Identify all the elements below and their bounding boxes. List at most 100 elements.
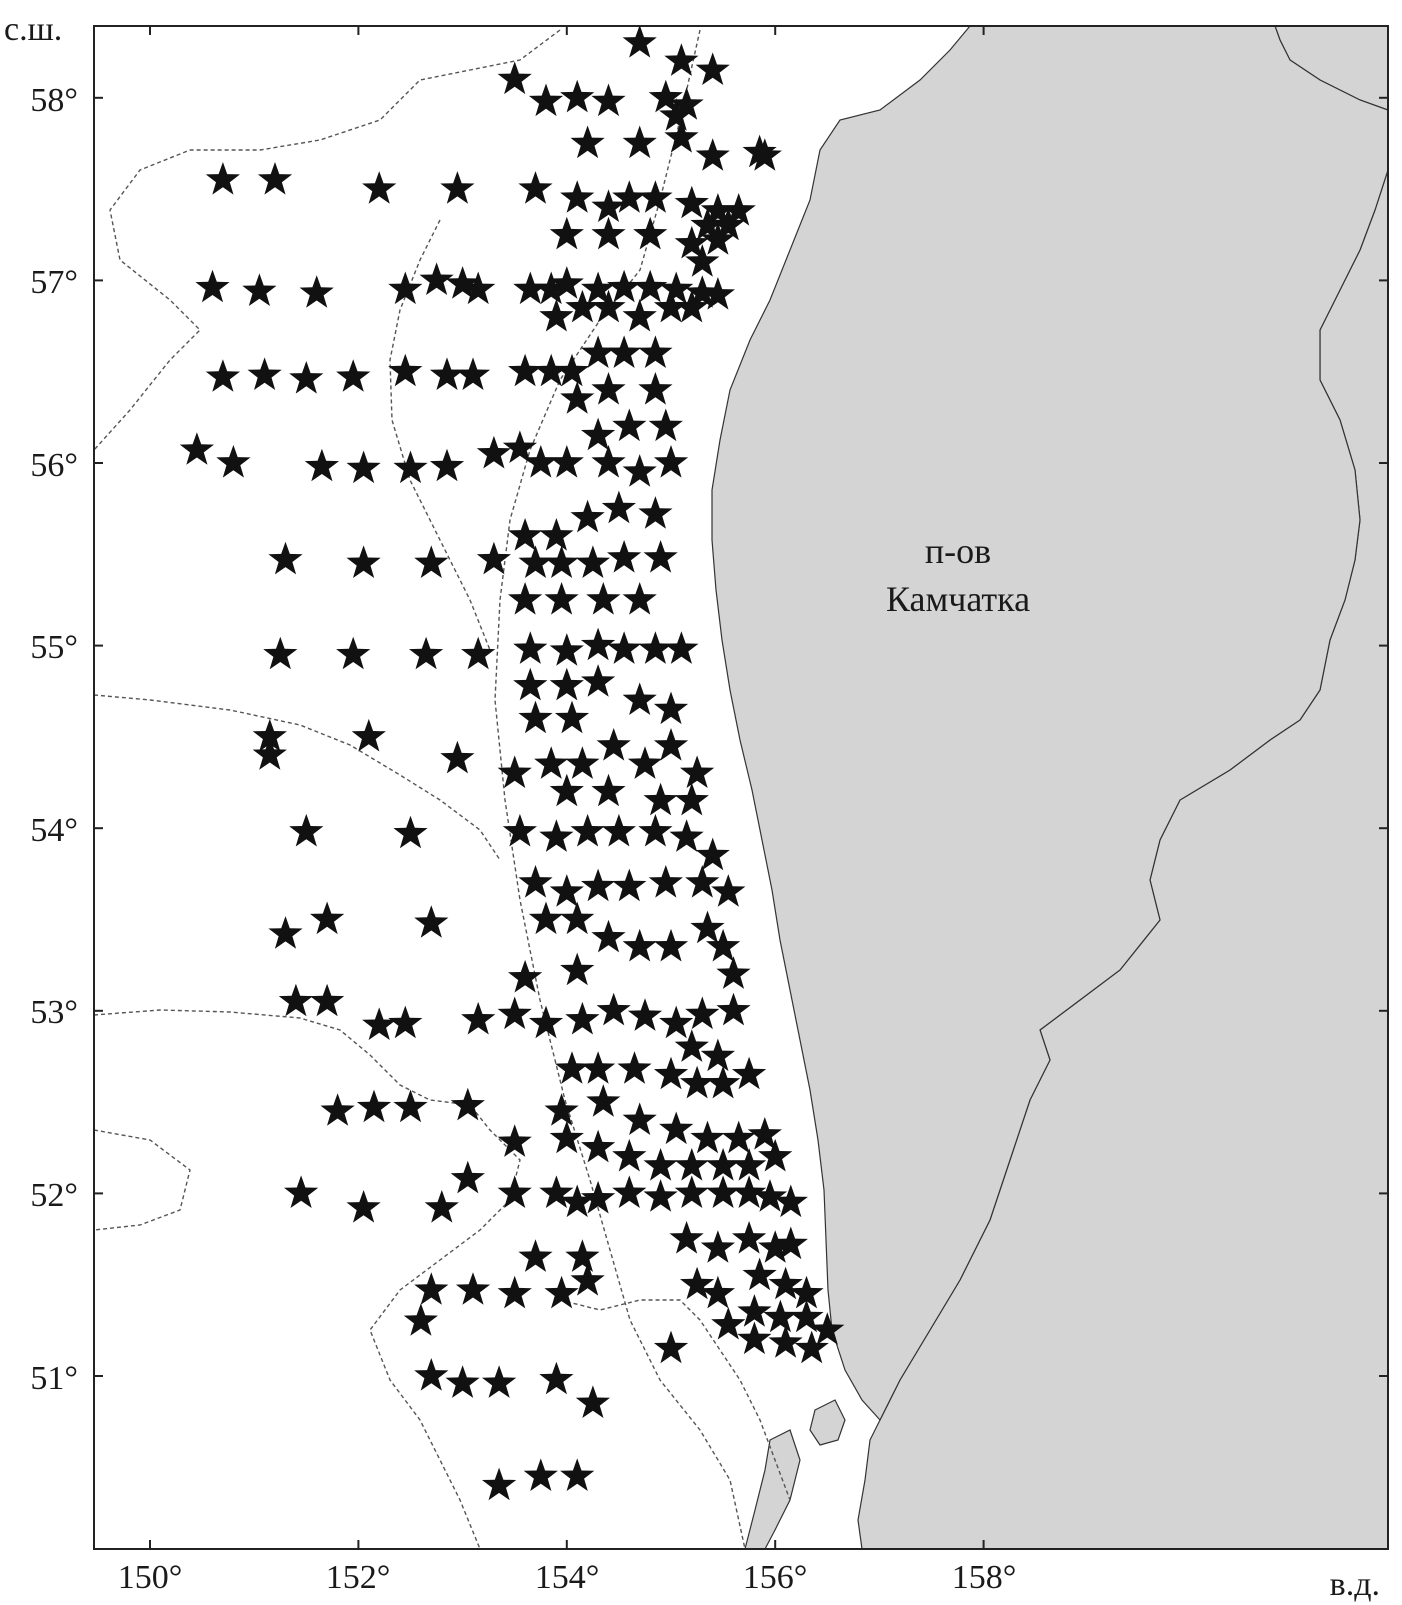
station-star-icon [633,216,668,250]
station-star-icon [549,445,584,478]
station-star-icon [388,271,423,305]
station-star-icon [247,357,282,390]
station-star-icon [414,545,449,578]
station-star-icon [497,1275,532,1309]
station-star-icon [627,998,663,1031]
station-star-icon [591,216,626,250]
station-markers [179,26,845,1501]
station-star-icon [518,1239,553,1272]
station-star-icon [716,992,751,1026]
station-star-icon [497,1124,532,1157]
station-star-icon [565,1239,600,1272]
station-star-icon [440,171,475,204]
station-star-icon [565,1001,600,1035]
station-star-icon [476,435,511,469]
station-star-icon [393,815,428,849]
station-star-icon [257,162,293,195]
station-star-icon [362,171,397,204]
station-star-icon [695,837,730,871]
station-star-icon [393,1089,428,1123]
station-star-icon [669,819,704,852]
lon-tick-label: 154° [535,1559,600,1596]
station-star-icon [560,901,595,935]
station-star-icon [388,353,423,387]
isobath-south-ridge [559,1299,791,1501]
station-star-icon [674,185,709,219]
station-star-icon [622,682,657,715]
station-star-icon [205,162,240,195]
station-star-icon [461,636,496,670]
station-star-icon [268,541,303,575]
station-star-icon [195,269,230,303]
station-star-icon [549,773,584,807]
station-star-icon [643,1179,678,1212]
station-star-icon [596,728,631,761]
station-star-icon [455,357,491,390]
station-star-icon [560,79,595,113]
station-star-icon [560,180,595,213]
station-star-icon [539,819,574,852]
station-star-icon [581,664,616,697]
station-star-icon [742,1257,777,1291]
station-star-icon [674,1175,709,1208]
station-star-icon [497,1175,532,1208]
station-star-icon [336,636,371,670]
station-star-icon [591,83,626,117]
station-star-icon [414,1358,449,1391]
lat-tick-label: 52° [30,1177,78,1214]
lon-tick-label: 150° [118,1559,183,1596]
isobath-southwest [94,1009,521,1549]
station-star-icon [581,1051,616,1084]
station-star-icon [643,540,678,573]
station-star-icon [763,1299,798,1333]
station-star-icon [205,359,240,392]
station-star-icon [534,746,569,779]
station-star-icon [674,782,709,816]
station-star-icon [570,125,605,159]
lon-tick-label: 156° [743,1559,808,1596]
station-star-icon [591,372,626,405]
station-star-icon [627,746,663,779]
station-star-icon [455,1272,491,1305]
station-star-icon [653,928,689,962]
station-star-icon [575,545,610,578]
station-star-icon [549,1120,584,1154]
station-star-icon [518,171,553,204]
station-star-icon [638,631,673,664]
station-star-icon [732,1056,767,1090]
station-star-icon [653,1056,689,1090]
station-star-icon [414,1272,449,1305]
station-star-icon [607,335,642,368]
station-star-icon [700,1230,735,1263]
station-star-icon [304,448,339,482]
station-star-icon [388,1005,423,1039]
station-star-icon [648,408,683,442]
station-star-icon [638,372,673,405]
station-star-icon [581,868,616,902]
station-star-icon [575,1385,610,1418]
station-star-icon [581,1129,616,1163]
station-star-icon [346,1190,381,1223]
station-star-icon [690,1120,725,1154]
kuril-island-small [809,1399,846,1446]
station-star-icon [601,813,636,847]
station-star-icon [549,633,584,666]
station-star-icon [617,1051,652,1084]
station-star-icon [507,518,543,551]
kamchatka-west-coast [711,26,1388,1422]
station-star-icon [638,335,673,368]
lon-unit-label: в.д. [1330,1566,1380,1603]
station-star-icon [591,445,626,478]
lon-tick-label: 158° [952,1559,1017,1596]
station-star-icon [586,1084,621,1117]
station-star-icon [476,541,511,575]
station-star-icon [346,545,381,578]
station-star-icon [320,1093,355,1126]
station-star-icon [622,26,657,58]
station-star-icon [289,361,324,394]
station-star-icon [513,667,548,701]
station-star-icon [560,1458,595,1491]
lat-tick-label: 53° [30,994,78,1031]
station-star-icon [638,180,673,213]
